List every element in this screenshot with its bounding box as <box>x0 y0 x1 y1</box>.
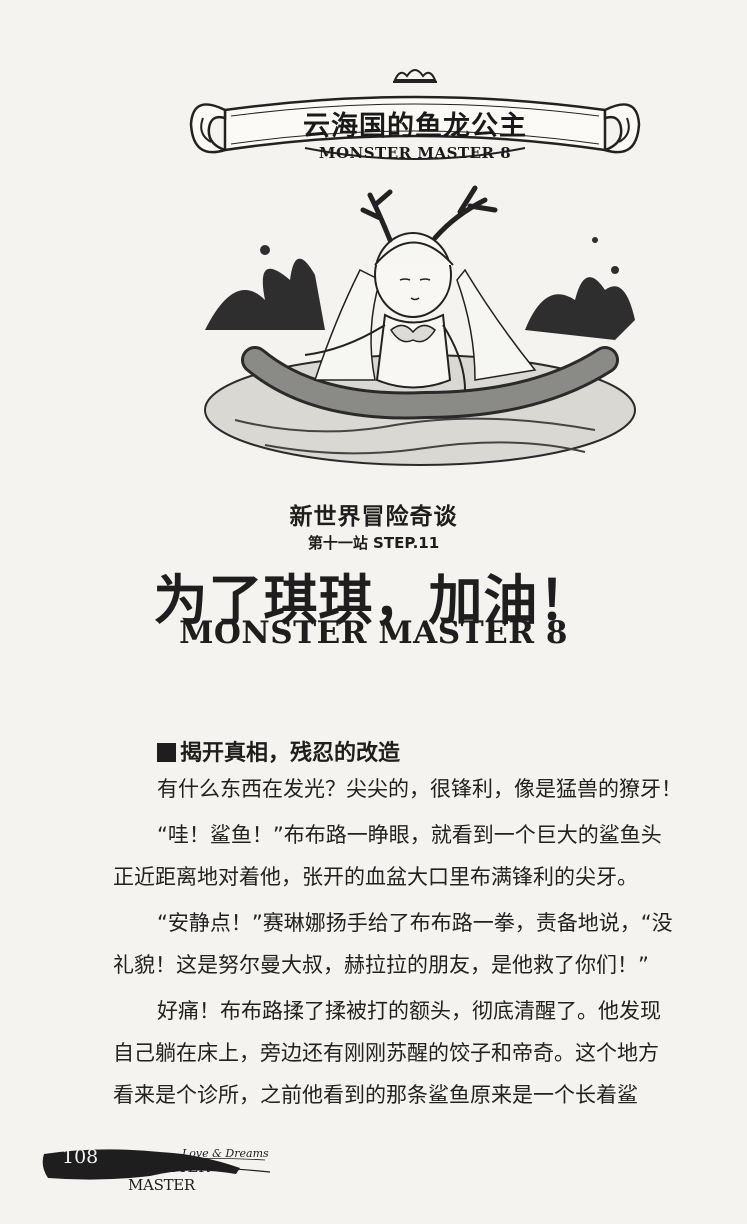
text-line: 礼貌！这是努尔曼大叔，赫拉拉的朋友，是他救了你们！” <box>113 953 649 977</box>
text-line: “安静点！”赛琳娜扬手给了布布路一拳，责备地说，“没 <box>157 911 673 935</box>
chapter-subtitle: MONSTER MASTER 8 <box>179 615 568 651</box>
text-line: 正近距离地对着他，张开的血盆大口里布满锋利的尖牙。 <box>113 865 638 889</box>
illustration-drawing <box>204 185 636 466</box>
text-line: 有什么东西在发光？尖尖的，很锋利，像是猛兽的獠牙！ <box>157 777 682 801</box>
text-line: 自己躺在床上，旁边还有刚刚苏醒的饺子和帝奇。这个地方 <box>113 1041 659 1065</box>
black-square-icon <box>157 743 176 762</box>
brush-stroke-graphic <box>42 1149 271 1180</box>
footer-brand: MONSTER MASTER <box>128 1158 210 1194</box>
chapter-title: 为了琪琪，加油！ <box>153 569 594 632</box>
page-footer: 108 Love & Dreams MONSTER MASTER <box>40 1140 280 1194</box>
section-heading: 揭开真相，残忍的改造 <box>157 735 400 767</box>
section-heading-text: 揭开真相，残忍的改造 <box>180 741 401 766</box>
text-line: 看来是个诊所，之前他看到的那条鲨鱼原来是一个长着鲨 <box>113 1083 638 1107</box>
body-text: 有什么东西在发光？尖尖的，很锋利，像是猛兽的獠牙！ “哇！鲨鱼！”布布路一睁眼，… <box>113 768 718 1116</box>
chapter-banner: 云海国的鱼龙公主 MONSTER MASTER 8 <box>185 62 645 187</box>
scroll-ribbon-graphic <box>189 69 641 160</box>
banner-subtitle: MONSTER MASTER 8 <box>318 144 512 162</box>
page-number: 108 <box>62 1146 99 1168</box>
mermaid-princess-illustration <box>195 180 645 470</box>
text-line: “哇！鲨鱼！”布布路一睁眼，就看到一个巨大的鲨鱼头 <box>157 823 662 847</box>
series-title: 新世界冒险奇谈 <box>289 504 458 530</box>
step-label: 第十一站 STEP.11 <box>307 534 440 552</box>
footer-tagline: Love & Dreams <box>182 1147 269 1160</box>
text-line: 好痛！布布路揉了揉被打的额头，彻底清醒了。他发现 <box>157 999 661 1023</box>
banner-title: 云海国的鱼龙公主 <box>303 111 527 142</box>
